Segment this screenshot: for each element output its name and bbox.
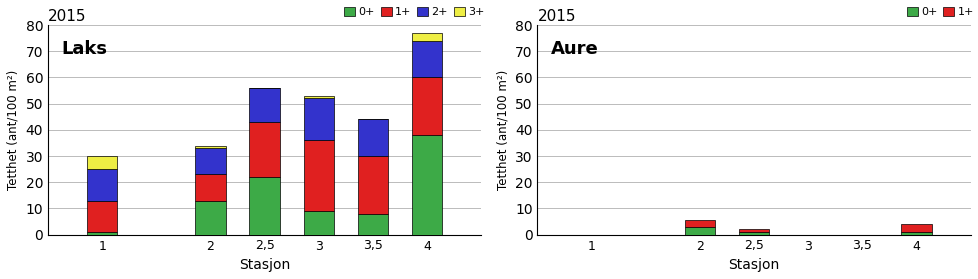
Bar bbox=[738, 229, 769, 232]
X-axis label: Stasjon: Stasjon bbox=[239, 258, 289, 272]
Bar bbox=[87, 156, 117, 169]
Bar bbox=[357, 214, 387, 235]
Bar bbox=[87, 169, 117, 201]
Bar bbox=[412, 33, 442, 41]
Bar bbox=[303, 96, 333, 98]
Bar bbox=[87, 232, 117, 235]
Bar bbox=[412, 78, 442, 135]
Bar bbox=[357, 119, 387, 156]
Bar bbox=[684, 220, 714, 227]
Bar bbox=[195, 174, 225, 201]
Bar bbox=[303, 140, 333, 211]
Bar bbox=[357, 156, 387, 214]
X-axis label: Stasjon: Stasjon bbox=[728, 258, 778, 272]
Bar bbox=[303, 211, 333, 235]
Bar bbox=[195, 148, 225, 174]
Bar bbox=[901, 224, 931, 232]
Bar bbox=[249, 88, 280, 122]
Bar bbox=[303, 98, 333, 140]
Text: 2015: 2015 bbox=[48, 9, 86, 24]
Bar bbox=[412, 135, 442, 235]
Bar bbox=[684, 227, 714, 235]
Bar bbox=[249, 122, 280, 177]
Bar bbox=[87, 201, 117, 232]
Bar bbox=[249, 177, 280, 235]
Y-axis label: Tetthet (ant/100 m²): Tetthet (ant/100 m²) bbox=[496, 70, 509, 190]
Y-axis label: Tetthet (ant/100 m²): Tetthet (ant/100 m²) bbox=[7, 70, 20, 190]
Bar bbox=[195, 201, 225, 235]
Legend: 0+, 1+, 2+, 3+: 0+, 1+, 2+, 3+ bbox=[344, 7, 484, 18]
Text: Laks: Laks bbox=[61, 40, 107, 58]
Text: 2015: 2015 bbox=[537, 9, 575, 24]
Legend: 0+, 1+: 0+, 1+ bbox=[906, 7, 973, 18]
Bar bbox=[738, 232, 769, 235]
Bar bbox=[412, 41, 442, 78]
Bar bbox=[195, 146, 225, 148]
Bar bbox=[901, 232, 931, 235]
Text: Aure: Aure bbox=[550, 40, 598, 58]
